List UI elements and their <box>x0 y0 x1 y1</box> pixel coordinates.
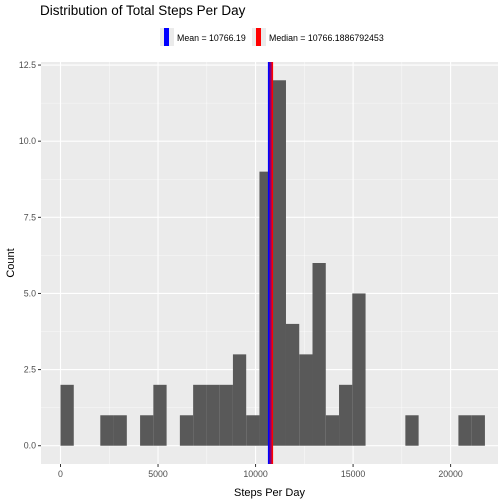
legend-key-mean <box>164 28 169 46</box>
histogram-bars <box>60 80 485 446</box>
y-tick-label: 0.0 <box>24 441 36 451</box>
x-axis-title: Steps Per Day <box>234 487 305 499</box>
y-axis: 0.0 2.5 5.0 7.5 10.0 12.5 <box>19 60 41 451</box>
x-tick-label: 0 <box>58 469 63 479</box>
y-tick-label: 5.0 <box>24 288 36 298</box>
y-tick-label: 2.5 <box>24 365 36 375</box>
histogram-bar <box>153 384 167 446</box>
x-tick-label: 20000 <box>438 469 463 479</box>
histogram-bar <box>285 323 300 446</box>
y-tick-label: 7.5 <box>24 212 36 222</box>
x-tick-label: 10000 <box>243 469 268 479</box>
legend-label-median: Median = 10766.1886792453 <box>269 33 384 43</box>
histogram-bar <box>272 80 286 446</box>
histogram-bar <box>113 415 127 446</box>
histogram-bar <box>179 415 194 446</box>
x-tick-label: 5000 <box>148 469 168 479</box>
histogram-bar <box>193 384 207 446</box>
histogram-bar <box>206 384 220 446</box>
y-axis-title: Count <box>5 248 17 277</box>
histogram-bar <box>352 293 366 446</box>
histogram-bar <box>219 384 233 446</box>
histogram-bar <box>140 415 154 446</box>
reference-lines <box>267 62 274 464</box>
chart-title: Distribution of Total Steps Per Day <box>40 3 246 18</box>
y-tick-label: 12.5 <box>19 60 36 70</box>
histogram-bar <box>299 354 313 446</box>
legend: Mean = 10766.19 Median = 10766.188679245… <box>160 28 384 46</box>
histogram-bar <box>312 263 326 446</box>
histogram-bar <box>405 415 419 446</box>
x-axis: 0 5000 10000 15000 20000 <box>58 464 463 479</box>
histogram-bar <box>246 415 260 446</box>
legend-key-median <box>256 28 261 46</box>
y-tick-label: 10.0 <box>19 136 36 146</box>
histogram-bar <box>232 354 247 446</box>
histogram-bar <box>60 384 74 446</box>
legend-label-mean: Mean = 10766.19 <box>177 33 246 43</box>
histogram-bar <box>339 384 353 446</box>
x-tick-label: 15000 <box>341 469 366 479</box>
histogram-bar <box>471 415 485 446</box>
histogram-bar <box>100 415 114 446</box>
histogram-bar <box>458 415 472 446</box>
histogram-bar <box>325 415 340 446</box>
